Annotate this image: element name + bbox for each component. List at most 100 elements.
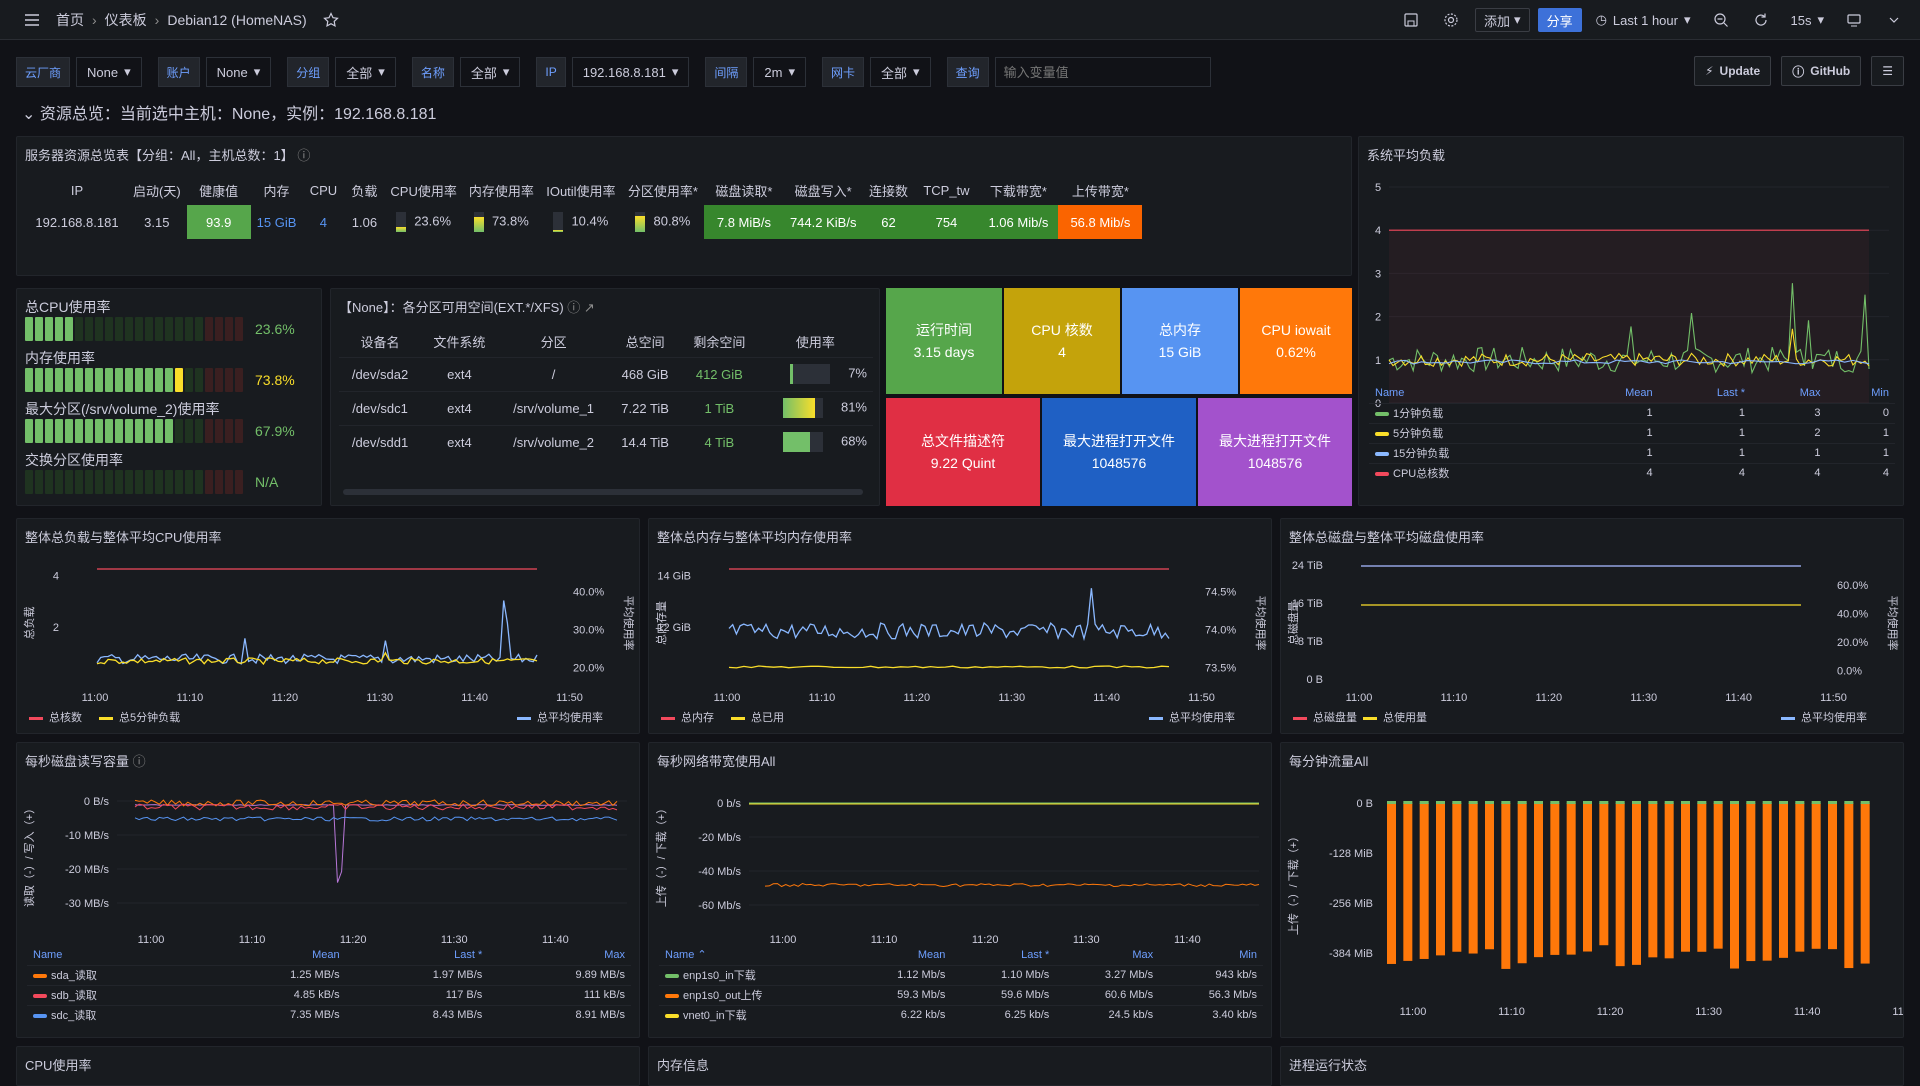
breadcrumb-current[interactable]: Debian12 (HomeNAS) bbox=[167, 11, 307, 28]
legend-label[interactable]: 总磁盘量 bbox=[1313, 710, 1357, 724]
legend-row[interactable]: sdb_读取 4.85 kB/s 117 B/s 111 kB/s bbox=[27, 984, 631, 1005]
column-header[interactable]: 文件系统 bbox=[433, 335, 486, 351]
column-header[interactable]: 下载带宽* bbox=[989, 183, 1047, 199]
legend-header[interactable]: Mean bbox=[312, 948, 340, 961]
table-row[interactable]: /dev/sda2 ext4 / 468 GiB 412 GiB 7% bbox=[339, 357, 873, 391]
time-range-picker[interactable]: ◷ Last 1 hour ▾ bbox=[1590, 6, 1697, 34]
legend-header[interactable]: Mean bbox=[1625, 386, 1653, 399]
column-header[interactable]: 剩余空间 bbox=[693, 335, 746, 351]
load-cpu-chart[interactable]: 2 4 20.0% 30.0% 40.0% 总负载 平均使用率 11:00 11:10 11:20… bbox=[17, 549, 640, 729]
column-header[interactable]: 启动(天) bbox=[133, 183, 181, 199]
table-row[interactable]: 192.168.8.181 3.15 93.9 15 GiB 4 1.06 23.6% 73.… bbox=[27, 205, 1143, 239]
hamburger-menu-button[interactable]: ☰ bbox=[1871, 56, 1904, 86]
legend-row[interactable]: sdc_读取 7.35 MB/s 8.43 MB/s 8.91 MB/s bbox=[27, 1004, 631, 1025]
collapse-icon[interactable] bbox=[1878, 6, 1910, 34]
legend-header[interactable]: Last * bbox=[454, 948, 483, 961]
star-icon[interactable] bbox=[315, 6, 347, 34]
column-header[interactable]: CPU使用率 bbox=[390, 183, 457, 199]
stat-tile[interactable]: 最大进程打开文件 1048576 bbox=[1042, 398, 1196, 506]
legend-label[interactable]: 总已用 bbox=[751, 710, 784, 724]
add-button[interactable]: 添加 ▾ bbox=[1475, 8, 1530, 32]
horizontal-scrollbar[interactable] bbox=[343, 489, 863, 495]
disk-chart[interactable]: 0 B 8 TiB 16 TiB 24 TiB 0.0% 20.0% 40.0% 60.0% 总… bbox=[1281, 549, 1904, 729]
legend-label[interactable]: 总平均使用率 bbox=[1169, 710, 1235, 724]
variable-select[interactable]: 2m ▾ bbox=[753, 57, 806, 87]
legend-label[interactable]: 总内存 bbox=[681, 710, 714, 724]
breadcrumb-dashboards[interactable]: 仪表板 bbox=[104, 11, 147, 28]
refresh-icon[interactable] bbox=[1745, 6, 1777, 34]
legend-header[interactable]: Last * bbox=[1021, 948, 1050, 961]
variable-select[interactable]: None ▾ bbox=[76, 57, 142, 87]
disk-io-chart[interactable]: 0 B/s -10 MB/s -20 MB/s -30 MB/s 读取（-）/ 写入（+… bbox=[17, 773, 640, 949]
legend-header[interactable]: Min bbox=[1239, 948, 1257, 961]
zoom-out-icon[interactable] bbox=[1705, 6, 1737, 34]
column-header[interactable]: IOutil使用率 bbox=[546, 183, 616, 199]
network-chart[interactable]: 0 b/s -20 Mb/s -40 Mb/s -60 Mb/s 上传（-）/ 下载（+… bbox=[649, 773, 1272, 949]
column-header[interactable]: IP bbox=[70, 182, 84, 198]
column-header[interactable]: 分区 bbox=[540, 335, 567, 351]
stat-tile[interactable]: CPU iowait 0.62% bbox=[1240, 288, 1352, 394]
legend-header[interactable]: Name bbox=[33, 948, 63, 961]
legend-label[interactable]: 总5分钟负载 bbox=[119, 710, 180, 724]
query-input[interactable] bbox=[994, 57, 1211, 87]
legend-header[interactable]: Max bbox=[1799, 386, 1821, 399]
legend-header[interactable]: Last * bbox=[1716, 386, 1746, 399]
share-button[interactable]: 分享 bbox=[1537, 8, 1582, 32]
column-header[interactable]: 内存 bbox=[263, 183, 290, 199]
column-header[interactable]: 负载 bbox=[351, 183, 378, 199]
menu-icon[interactable] bbox=[16, 6, 48, 34]
legend-row[interactable]: sda_读取 1.25 MB/s 1.97 MB/s 9.89 MB/s bbox=[27, 964, 631, 985]
column-header[interactable]: 磁盘读取* bbox=[715, 183, 773, 199]
breadcrumb-home[interactable]: 首页 bbox=[56, 11, 84, 28]
row-title[interactable]: ⌄ 资源总览：当前选中主机：None，实例：192.168.8.181 bbox=[22, 100, 436, 124]
legend-header[interactable]: Mean bbox=[917, 948, 946, 961]
legend-row[interactable]: 5分钟负载 1 1 2 1 bbox=[1369, 422, 1895, 443]
stat-tile[interactable]: 总文件描述符 9.22 Quint bbox=[886, 398, 1040, 506]
column-header[interactable]: 健康值 bbox=[199, 183, 239, 199]
external-link-icon[interactable]: ↗ bbox=[583, 300, 595, 315]
stat-tile[interactable]: 总内存 15 GiB bbox=[1122, 288, 1238, 394]
legend-row[interactable]: enp1s0_out上传 59.3 Mb/s 59.6 Mb/s 60.6 Mb/s 5… bbox=[659, 984, 1263, 1005]
legend-header[interactable]: Min bbox=[1871, 386, 1889, 399]
memory-chart[interactable]: 12 GiB 14 GiB 73.5% 74.0% 74.5% 总内存量 平均使用率 11:0… bbox=[649, 549, 1272, 729]
variable-select[interactable]: 192.168.8.181 ▾ bbox=[571, 57, 690, 87]
legend-label[interactable]: 总核数 bbox=[49, 710, 82, 724]
save-icon[interactable] bbox=[1395, 6, 1427, 34]
legend-header[interactable]: Name ⌃ bbox=[665, 949, 707, 962]
update-button[interactable]: ⚡ Update bbox=[1694, 56, 1772, 86]
variable-select[interactable]: 全部 ▾ bbox=[335, 57, 396, 87]
legend-label[interactable]: 总平均使用率 bbox=[537, 710, 603, 724]
variable-select[interactable]: 全部 ▾ bbox=[870, 57, 931, 87]
column-header[interactable]: 分区使用率* bbox=[627, 183, 698, 199]
column-header[interactable]: CPU bbox=[309, 182, 338, 198]
legend-header[interactable]: Max bbox=[1132, 948, 1154, 961]
column-header[interactable]: TCP_tw bbox=[923, 182, 970, 198]
column-header[interactable]: 使用率 bbox=[795, 335, 835, 351]
legend-row[interactable]: CPU总核数 4 4 4 4 bbox=[1369, 462, 1895, 483]
stat-tile[interactable]: 运行时间 3.15 days bbox=[886, 288, 1002, 394]
column-header[interactable]: 设备名 bbox=[360, 335, 400, 351]
info-icon[interactable]: ⓘ bbox=[297, 148, 311, 163]
info-icon[interactable]: ⓘ bbox=[132, 754, 146, 769]
stat-tile[interactable]: 最大进程打开文件 1048576 bbox=[1198, 398, 1352, 506]
table-row[interactable]: /dev/sdc1 ext4/srv/volume_1 7.22 TiB 1 TiB 8… bbox=[339, 391, 873, 425]
github-button[interactable]: ⓘ GitHub bbox=[1781, 56, 1862, 86]
legend-row[interactable]: 15分钟负载 1 1 1 1 bbox=[1369, 442, 1895, 463]
legend-label[interactable]: 总使用量 bbox=[1383, 710, 1427, 724]
info-icon[interactable]: ⓘ bbox=[567, 300, 581, 315]
tv-mode-icon[interactable] bbox=[1838, 6, 1870, 34]
variable-select[interactable]: 全部 ▾ bbox=[459, 57, 521, 87]
legend-header[interactable]: Max bbox=[604, 948, 625, 961]
legend-header[interactable]: Name bbox=[1375, 386, 1405, 399]
table-row[interactable]: /dev/sdd1 ext4/srv/volume_2 14.4 TiB 4 TiB 6… bbox=[339, 425, 873, 459]
gear-icon[interactable] bbox=[1435, 6, 1467, 34]
legend-row[interactable]: 1分钟负载 1 1 3 0 bbox=[1369, 402, 1895, 423]
stat-tile[interactable]: CPU 核数 4 bbox=[1004, 288, 1120, 394]
column-header[interactable]: 磁盘写入* bbox=[794, 183, 852, 199]
legend-row[interactable]: enp1s0_in下载 1.12 Mb/s 1.10 Mb/s 3.27 Mb/s 94… bbox=[659, 964, 1263, 985]
legend-row[interactable]: vnet0_in下载 6.22 kb/s 6.25 kb/s 24.5 kb/s 3.4… bbox=[659, 1004, 1263, 1025]
legend-label[interactable]: 总平均使用率 bbox=[1801, 710, 1867, 724]
column-header[interactable]: 总空间 bbox=[625, 335, 665, 351]
flow-chart[interactable]: 0 B -128 MiB -256 MiB -384 MiB 上传（-）/ 下载（+） 1… bbox=[1281, 773, 1904, 1033]
